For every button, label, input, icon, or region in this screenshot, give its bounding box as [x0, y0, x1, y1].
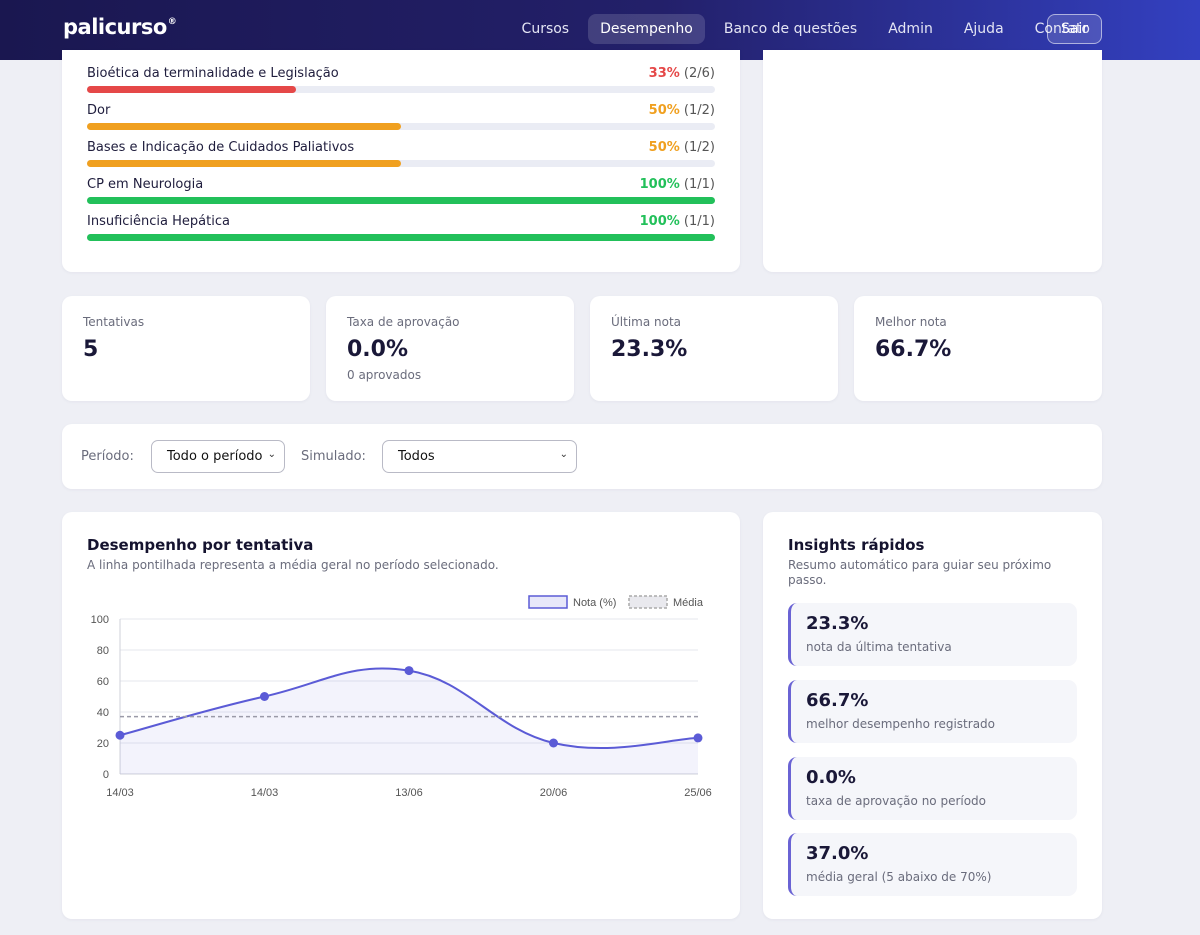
topic-item: CP em Neurologia 100% (1/1) [87, 177, 715, 204]
topic-name: Bioética da terminalidade e Legislação [87, 66, 339, 81]
stat-value: 23.3% [611, 337, 688, 362]
area-fill [120, 668, 698, 774]
insight-value: 66.7% [806, 690, 869, 711]
topic-name: Bases e Indicação de Cuidados Paliativos [87, 140, 355, 155]
nav-link-banco-de-questoes[interactable]: Banco de questões [723, 21, 858, 37]
data-point [404, 666, 414, 676]
insight-item: 23.3% nota da última tentativa [788, 603, 1077, 666]
insights-title: Insights rápidos [788, 536, 925, 554]
data-point [549, 738, 558, 748]
nav-links: Cursos Desempenho Banco de questões Admi… [503, 14, 1102, 44]
insight-item: 0.0% taxa de aprovação no período [788, 757, 1077, 820]
x-tick-label: 14/03 [106, 787, 134, 799]
x-tick-label: 25/06 [684, 787, 712, 799]
insight-value: 0.0% [806, 767, 856, 788]
insight-label: nota da última tentativa [806, 640, 952, 654]
insights-subtitle: Resumo automático para guiar seu próximo… [788, 558, 1052, 587]
nav-link-admin[interactable]: Admin [888, 21, 933, 37]
topic-score: 100% (1/1) [639, 214, 715, 229]
stat-sub: 0 aprovados [347, 368, 422, 382]
stat-card-last-score: Última nota 23.3% [590, 296, 838, 401]
topic-score: 100% (1/1) [639, 177, 715, 192]
insight-label: melhor desempenho registrado [806, 717, 995, 731]
nav-link-cursos[interactable]: Cursos [521, 21, 570, 37]
progress-bar [87, 234, 715, 241]
topic-score: 50% (1/2) [648, 140, 715, 155]
side-card-empty [763, 50, 1102, 272]
chart-card: Desempenho por tentativa A linha pontilh… [62, 512, 740, 919]
progress-bar [87, 197, 715, 204]
legend-label-nota: Nota (%) [573, 597, 616, 609]
progress-bar [87, 86, 715, 93]
insight-value: 37.0% [806, 843, 869, 864]
progress-fill [87, 123, 401, 130]
stat-label: Última nota [611, 315, 682, 329]
stat-value: 66.7% [875, 337, 952, 362]
topic-item: Dor 50% (1/2) [87, 103, 715, 130]
data-point [115, 730, 125, 740]
x-tick-label: 13/06 [395, 787, 423, 799]
legend-swatch-media [628, 595, 668, 609]
progress-bar [87, 160, 715, 167]
data-point [693, 733, 703, 743]
stat-label: Melhor nota [875, 315, 947, 329]
y-tick-label: 80 [97, 645, 109, 657]
filters-card: Período: Todo o período ⌄ Simulado: Todos… [62, 424, 1102, 489]
topic-item: Insuficiência Hepática 100% (1/1) [87, 214, 715, 241]
data-point [260, 692, 269, 701]
chart-subtitle: A linha pontilhada representa a média ge… [87, 558, 499, 572]
progress-fill [87, 160, 401, 167]
topic-item: Bioética da terminalidade e Legislação 3… [87, 66, 715, 93]
x-tick-label: 20/06 [540, 787, 568, 799]
stat-value: 5 [83, 337, 99, 362]
x-tick-label: 14/03 [251, 787, 279, 799]
stat-value: 0.0% [347, 337, 409, 362]
stat-label: Tentativas [83, 315, 145, 329]
logout-button[interactable]: Sair [1047, 14, 1102, 44]
topic-name: Dor [87, 103, 111, 118]
period-select[interactable]: Todo o período ⌄ [151, 440, 285, 473]
progress-fill [87, 197, 715, 204]
period-label: Período: [81, 449, 134, 464]
insight-item: 66.7% melhor desempenho registrado [788, 680, 1077, 743]
simulado-select[interactable]: Todos ⌄ [382, 440, 577, 473]
topic-score: 33% (2/6) [648, 66, 715, 81]
simulado-label: Simulado: [301, 449, 366, 464]
insights-card: Insights rápidos Resumo automático para … [763, 512, 1102, 919]
topic-name: CP em Neurologia [87, 177, 204, 192]
chevron-down-icon: ⌄ [559, 449, 568, 460]
nav-link-desempenho[interactable]: Desempenho [588, 14, 705, 44]
nav-link-contato[interactable]: Contato [1034, 21, 1090, 37]
topic-item: Bases e Indicação de Cuidados Paliativos… [87, 140, 715, 167]
chart-title: Desempenho por tentativa [87, 536, 314, 554]
progress-bar [87, 123, 715, 130]
insight-label: média geral (5 abaixo de 70%) [806, 870, 992, 884]
stat-card-attempts: Tentativas 5 [62, 296, 310, 401]
stat-card-approval-rate: Taxa de aprovação 0.0% 0 aprovados [326, 296, 574, 401]
topic-score: 50% (1/2) [648, 103, 715, 118]
insight-value: 23.3% [806, 613, 869, 634]
topic-name: Insuficiência Hepática [87, 214, 230, 229]
y-tick-label: 0 [103, 769, 109, 781]
nav-link-ajuda[interactable]: Ajuda [963, 21, 1004, 37]
insight-label: taxa de aprovação no período [806, 794, 987, 808]
legend-label-media: Média [673, 597, 704, 609]
stat-card-best-score: Melhor nota 66.7% [854, 296, 1102, 401]
stat-label: Taxa de aprovação [347, 315, 460, 329]
y-tick-label: 40 [97, 707, 109, 719]
chevron-down-icon: ⌄ [267, 449, 276, 460]
y-tick-label: 100 [91, 614, 109, 626]
performance-line-chart: 0 20 40 60 80 100 14/03 14/03 13/06 20/06 25/06 Not… [91, 595, 712, 799]
progress-fill [87, 234, 715, 241]
legend-swatch-nota [528, 595, 568, 609]
progress-fill [87, 86, 297, 93]
insight-item: 37.0% média geral (5 abaixo de 70%) [788, 833, 1077, 896]
topics-card: Bioética da terminalidade e Legislação 3… [62, 50, 740, 272]
logo[interactable]: palicurso® [63, 15, 177, 39]
y-tick-label: 20 [97, 738, 109, 750]
y-tick-label: 60 [97, 676, 109, 688]
